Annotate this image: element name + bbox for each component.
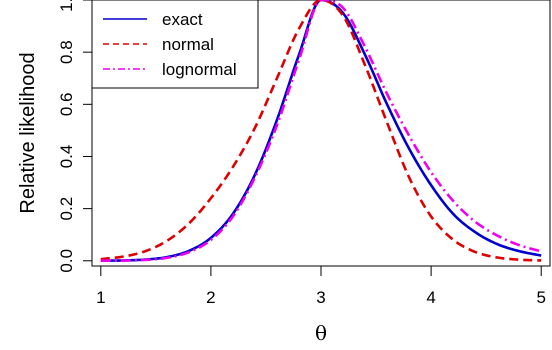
series-line-exact xyxy=(100,0,542,263)
y-tick-label: 1.0 xyxy=(57,0,76,12)
legend-box xyxy=(91,0,259,89)
y-axis: 0.0 0.2 0.4 0.6 0.8 1.0 xyxy=(57,0,93,273)
series-layer xyxy=(100,0,542,263)
y-tick-label: 0.2 xyxy=(57,197,76,221)
y-tick-label: 0.0 xyxy=(57,249,76,273)
legend-label-normal: normal xyxy=(162,35,214,54)
legend-label-lognormal: lognormal xyxy=(162,60,237,79)
y-tick-label: 0.4 xyxy=(57,145,76,169)
legend: exact normal lognormal xyxy=(91,0,259,89)
x-axis-label: θ xyxy=(315,321,327,345)
x-axis: 1 2 3 4 5 xyxy=(96,265,546,307)
x-tick-label: 4 xyxy=(426,288,435,307)
y-axis-label: Relative likelihood xyxy=(17,52,39,213)
series-line-lognormal xyxy=(100,0,542,263)
x-tick-label: 1 xyxy=(96,288,105,307)
x-tick-label: 3 xyxy=(316,288,325,307)
x-tick-label: 5 xyxy=(536,288,545,307)
x-tick-label: 2 xyxy=(206,288,215,307)
series-line-normal xyxy=(100,0,542,262)
y-tick-label: 0.8 xyxy=(57,40,76,64)
legend-label-exact: exact xyxy=(162,10,203,29)
y-tick-label: 0.6 xyxy=(57,92,76,116)
